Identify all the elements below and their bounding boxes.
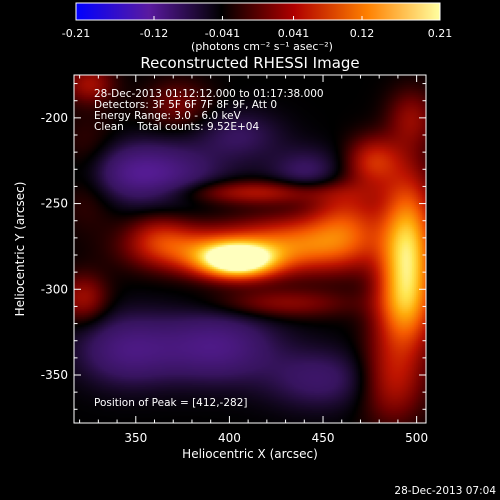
x-tick-label: 400 [218, 431, 241, 445]
plot-frame [73, 74, 427, 424]
colorbar-tick-label: 0.041 [278, 27, 310, 40]
colorbar-tick-label: 0.21 [428, 27, 453, 40]
x-tick-label: 350 [124, 431, 147, 445]
colorbar: -0.21 -0.12 -0.041 0.041 0.12 0.21 (photons c… [62, 2, 452, 53]
annotation-time-range: 28-Dec-2013 01:12:12.000 to 01:17:38.000 [94, 88, 324, 100]
axis-ticks: 350 400 450 500 -200 -250 -300 -350 [41, 75, 428, 445]
colorbar-tick-label: -0.21 [62, 27, 90, 40]
x-tick-label: 500 [405, 431, 428, 445]
colorbar-rect [75, 2, 441, 21]
colorbar-tick-label: -0.041 [205, 27, 240, 40]
heatmap-canvas [74, 75, 426, 423]
annotation-peak-position: Position of Peak = [412,-282] [94, 397, 248, 409]
y-tick-label: -300 [41, 282, 68, 296]
y-tick-label: -350 [41, 368, 68, 382]
annotations: 28-Dec-2013 01:12:12.000 to 01:17:38.000… [94, 88, 324, 409]
annotation-clean-counts: Clean Total counts: 9.52E+04 [94, 121, 259, 133]
annotation-energy-range: Energy Range: 3.0 - 6.0 keV [94, 110, 242, 122]
x-tick-label: 450 [312, 431, 335, 445]
y-tick-label: -200 [41, 111, 68, 125]
colorbar-unit-label: (photons cm⁻² s⁻¹ asec⁻²) [191, 40, 333, 53]
annotation-detectors: Detectors: 3F 5F 6F 7F 8F 9F, Att 0 [94, 99, 277, 111]
footer-timestamp: 28-Dec-2013 07:04 [394, 485, 496, 497]
colorbar-tick-label: 0.12 [350, 27, 375, 40]
colorbar-tick-label: -0.12 [140, 27, 168, 40]
colorbar-ticks: -0.21 -0.12 -0.041 0.041 0.12 0.21 [62, 16, 452, 40]
heatmap-image-wrap [74, 75, 426, 423]
chart-title: Reconstructed RHESSI Image [140, 54, 359, 72]
x-axis-label: Heliocentric X (arcsec) [182, 447, 318, 461]
y-axis-label: Heliocentric Y (arcsec) [13, 182, 27, 317]
y-tick-label: -250 [41, 197, 68, 211]
